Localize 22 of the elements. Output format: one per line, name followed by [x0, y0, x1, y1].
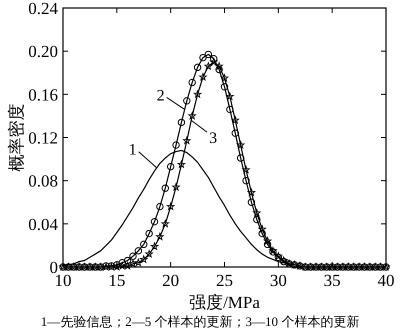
x-tick-label: 30 — [270, 271, 287, 290]
annotation: 3 — [209, 130, 218, 148]
x-tick-label: 15 — [108, 271, 126, 290]
annotation: 2 — [156, 87, 186, 110]
x-tick-label: 25 — [216, 271, 233, 290]
y-tick-label: 0.04 — [28, 214, 58, 234]
y-tick-label: 0.16 — [28, 85, 58, 104]
annotation: 2 — [156, 87, 165, 104]
annotation: 1 — [128, 142, 137, 159]
y-tick-label: 0.12 — [28, 128, 58, 148]
text: 1—先验信息；2—5 个样本的更新；3—10 个样本的更新 — [40, 314, 360, 329]
x-tick-label: 20 — [162, 271, 180, 290]
annotation: 1 — [128, 142, 158, 168]
y-tick-label: 0.08 — [28, 172, 58, 191]
x-tick-label: 40 — [378, 271, 394, 290]
y-tick-label: 0.24 — [28, 0, 58, 18]
annotation: 3 — [190, 120, 218, 148]
y-tick-label: 0.20 — [28, 42, 58, 62]
x-axis-title: 强度/MPa — [189, 293, 260, 312]
y-tick-label: 0 — [50, 258, 58, 277]
y-axis-title: 概率密度 — [7, 104, 26, 172]
x-tick-label: 35 — [324, 271, 341, 290]
